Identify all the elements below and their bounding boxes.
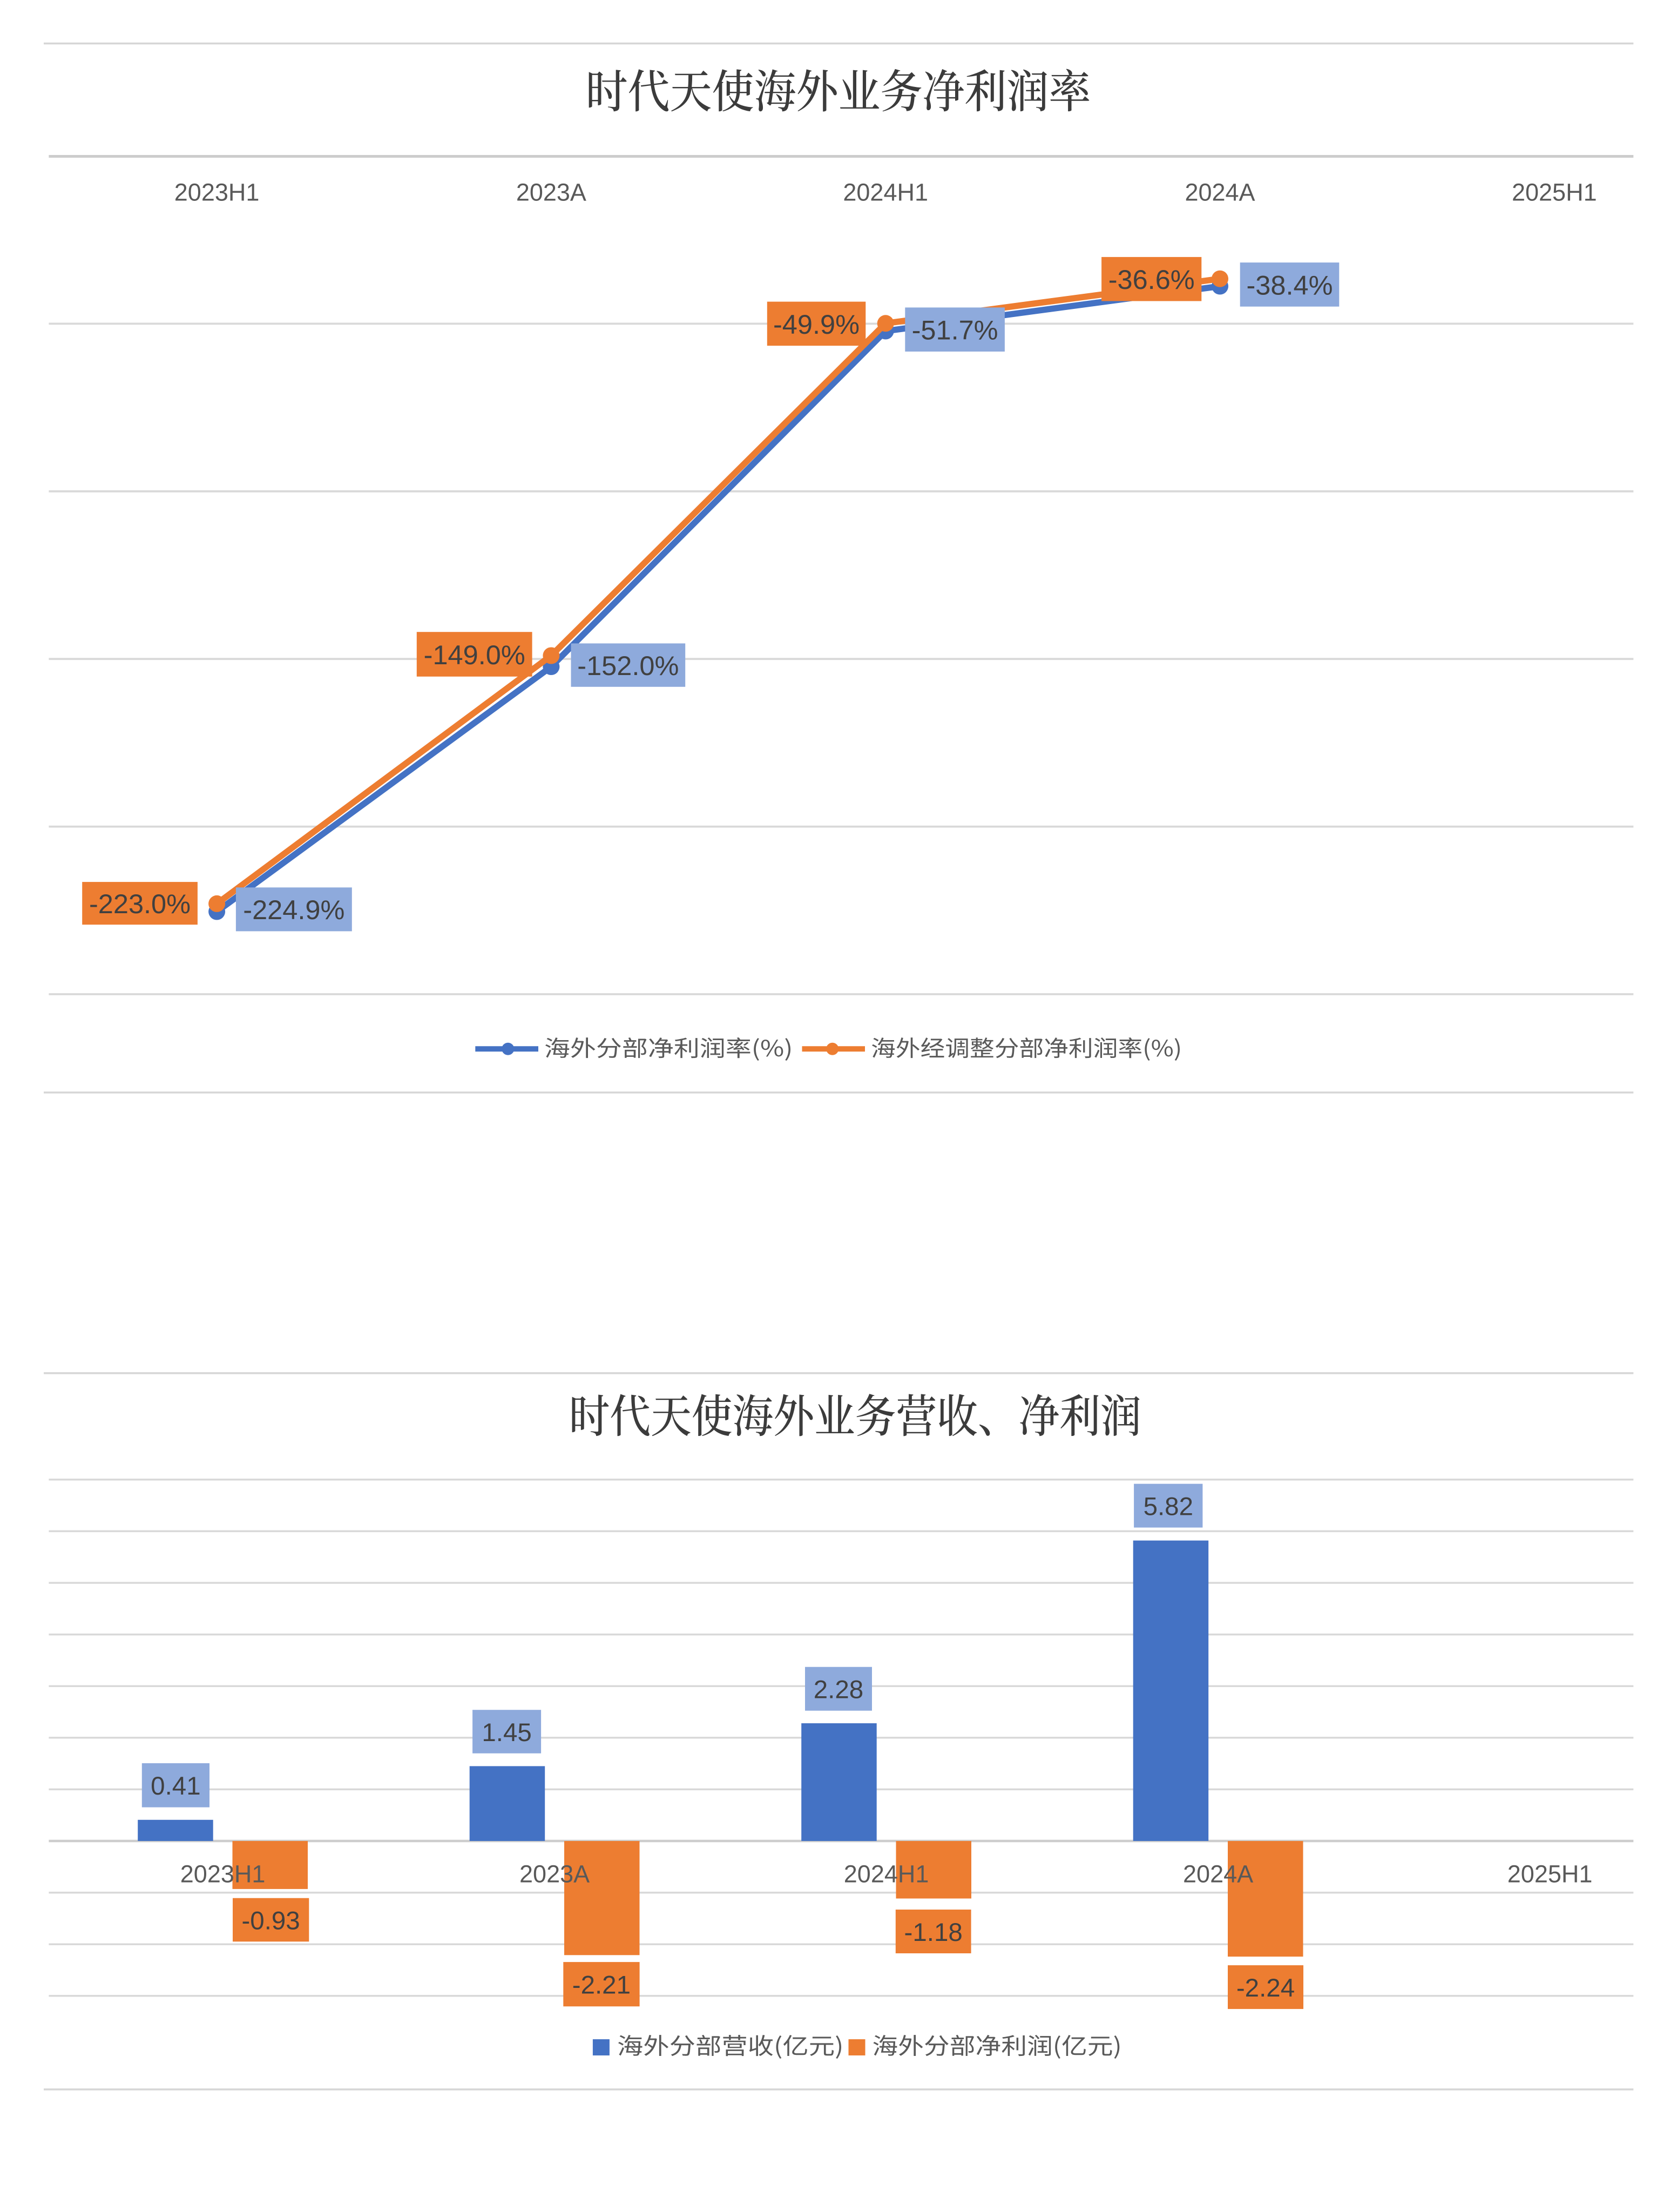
svg-text:-0.93: -0.93 — [241, 1906, 300, 1935]
svg-text:2024H1: 2024H1 — [844, 1860, 929, 1888]
svg-text:2025H1: 2025H1 — [1507, 1860, 1593, 1888]
svg-text:-1.18: -1.18 — [904, 1918, 963, 1947]
svg-text:5.82: 5.82 — [1144, 1492, 1193, 1521]
svg-text:-152.0%: -152.0% — [577, 650, 679, 681]
svg-text:2024A: 2024A — [1185, 178, 1255, 206]
svg-text:2023A: 2023A — [516, 178, 586, 206]
svg-text:0.41: 0.41 — [151, 1772, 200, 1800]
svg-text:-2.21: -2.21 — [572, 1971, 631, 2000]
svg-text:2023H1: 2023H1 — [180, 1860, 266, 1888]
svg-text:-224.9%: -224.9% — [243, 894, 344, 925]
svg-text:2025H1: 2025H1 — [1512, 178, 1597, 206]
svg-text:-51.7%: -51.7% — [912, 315, 998, 346]
svg-text:-149.0%: -149.0% — [424, 639, 525, 670]
svg-text:1.45: 1.45 — [482, 1718, 531, 1747]
svg-text:2023A: 2023A — [519, 1860, 590, 1888]
svg-text:2.28: 2.28 — [814, 1676, 863, 1704]
svg-text:-36.6%: -36.6% — [1108, 264, 1195, 295]
svg-text:2024A: 2024A — [1183, 1860, 1253, 1888]
svg-text:2024H1: 2024H1 — [843, 178, 928, 206]
svg-text:-38.4%: -38.4% — [1246, 269, 1333, 300]
svg-text:2023H1: 2023H1 — [174, 178, 260, 206]
svg-text:-223.0%: -223.0% — [89, 888, 191, 919]
svg-text:-49.9%: -49.9% — [773, 309, 860, 340]
svg-text:-2.24: -2.24 — [1236, 1974, 1295, 2002]
